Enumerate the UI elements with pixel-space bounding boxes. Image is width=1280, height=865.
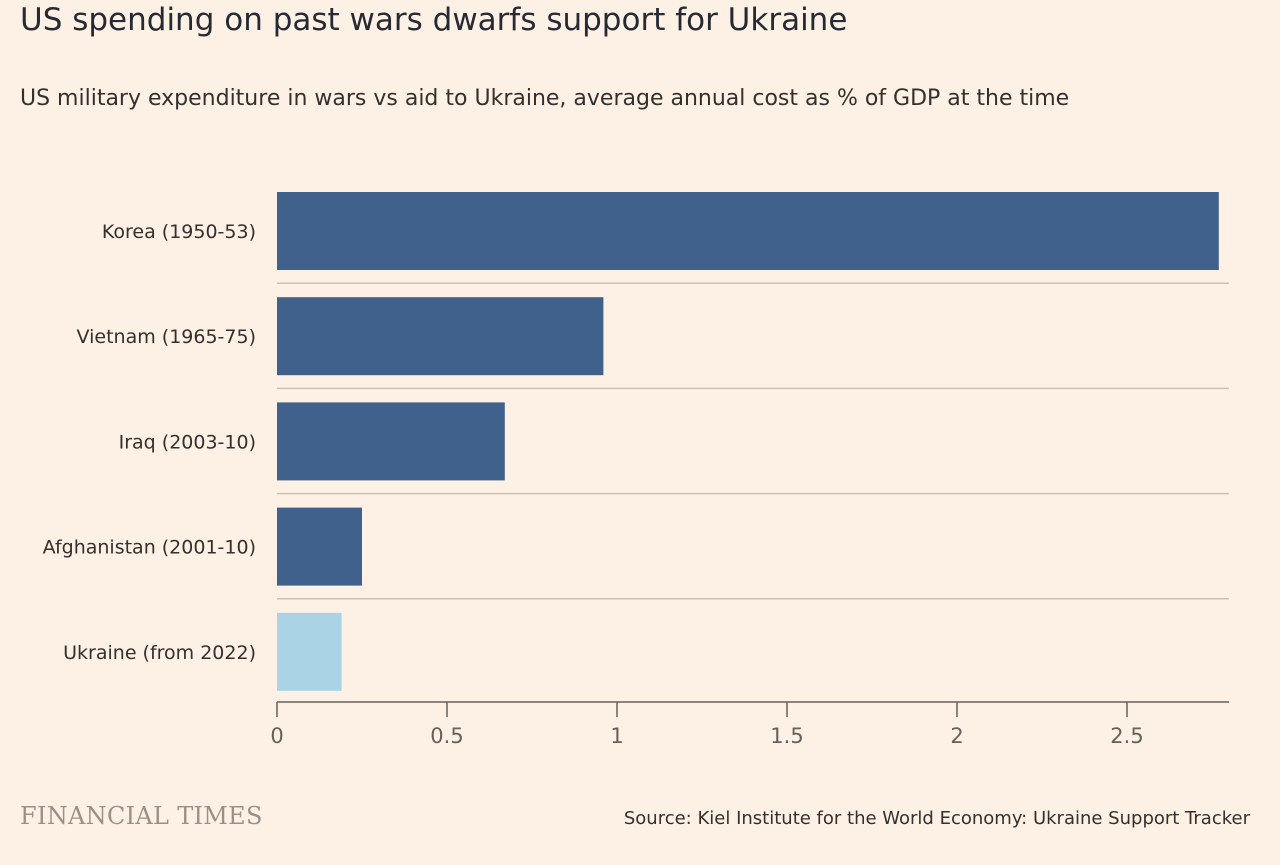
category-label: Ukraine (from 2022): [63, 642, 256, 664]
source-note: Source: Kiel Institute for the World Eco…: [623, 808, 1250, 829]
chart-subtitle: US military expenditure in wars vs aid t…: [20, 86, 1070, 111]
bar: [277, 192, 1219, 270]
category-label: Korea (1950-53): [102, 221, 256, 243]
category-label: Iraq (2003-10): [119, 431, 256, 453]
bar-ukraine: [277, 612, 342, 691]
financial-times-logo: FINANCIAL TIMES: [20, 802, 263, 830]
category-label: Vietnam (1965-75): [77, 326, 256, 348]
x-tick-label: 2: [950, 724, 963, 748]
bar: [277, 297, 604, 376]
bar: [277, 507, 362, 586]
x-tick-label: 1.5: [770, 724, 803, 748]
chart-title: US spending on past wars dwarfs support …: [20, 2, 848, 38]
x-tick-label: 2.5: [1110, 724, 1143, 748]
category-label: Afghanistan (2001-10): [43, 537, 256, 559]
bar-chart: Korea (1950-53) Vietnam (1965-75) Iraq (20…: [43, 192, 1229, 748]
x-tick-label: 0.5: [430, 724, 463, 748]
x-tick-label: 1: [610, 724, 623, 748]
bar: [277, 402, 505, 481]
x-tick-label: 0: [270, 724, 283, 748]
